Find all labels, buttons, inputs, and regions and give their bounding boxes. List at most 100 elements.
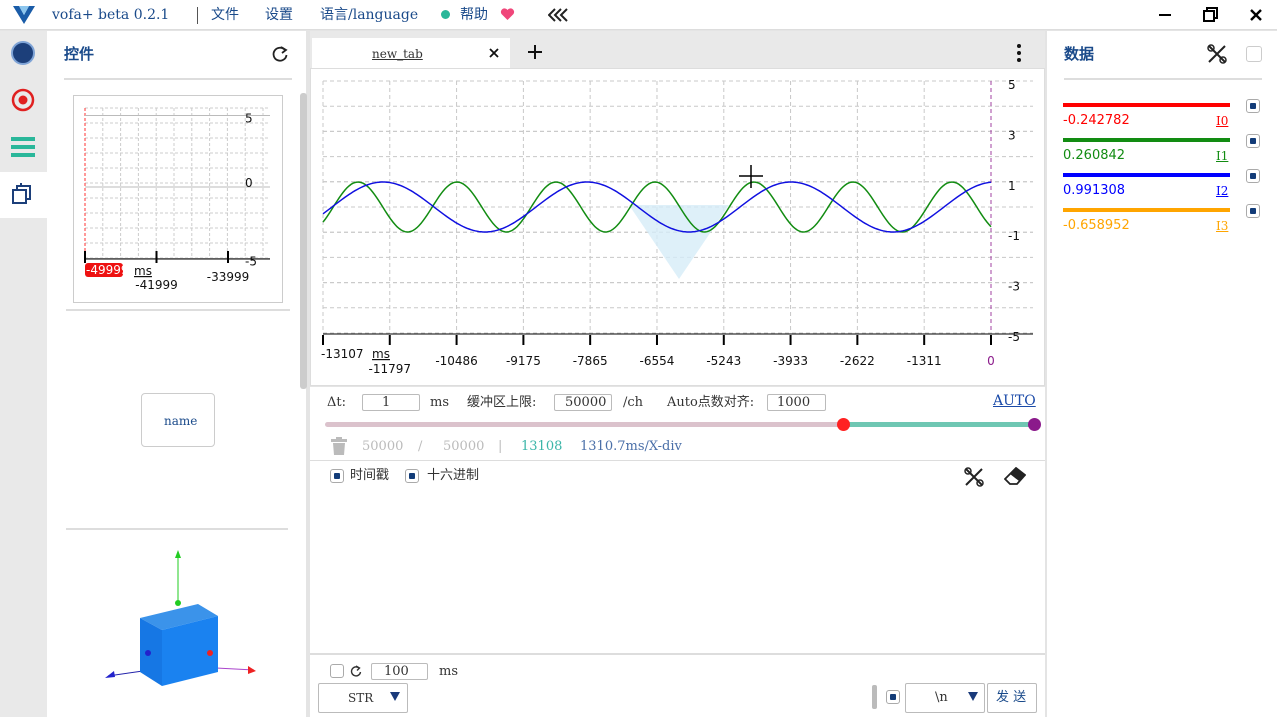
hex-checkbox[interactable] <box>405 469 419 483</box>
name-button[interactable] <box>141 393 215 447</box>
slider-start[interactable] <box>837 418 850 431</box>
channel-line <box>1063 138 1230 142</box>
slider-end[interactable] <box>1028 418 1041 431</box>
send-area: 100 ms STR \n 发 送 <box>310 653 1045 717</box>
x-tick-label: -13107 <box>321 347 364 361</box>
tab-strip: new_tab <box>310 31 1045 68</box>
auto-button[interactable]: AUTO <box>993 393 1036 409</box>
ending-value[interactable]: \n <box>935 690 948 705</box>
x-div: 1310.7ms/X-div <box>580 439 682 454</box>
menu-file[interactable]: 文件 <box>211 7 239 23</box>
menu-help[interactable]: 帮助 <box>460 7 488 23</box>
y-tick-label: 1 <box>1008 179 1016 193</box>
collapse-icon[interactable] <box>548 8 570 22</box>
buffer-value[interactable]: 50000 <box>565 395 607 410</box>
channel-checkbox[interactable] <box>1246 204 1260 218</box>
tab-menu[interactable] <box>1016 44 1022 62</box>
tab[interactable] <box>312 38 510 68</box>
timestamp-label: 时间戳 <box>350 468 390 483</box>
channel-value: 0.991308 <box>1063 183 1126 198</box>
menu-settings[interactable]: 设置 <box>265 7 293 23</box>
splitter <box>872 685 877 709</box>
interval-input[interactable] <box>371 663 428 680</box>
channel-checkbox[interactable] <box>1246 134 1260 148</box>
auto-value[interactable]: 1000 <box>777 395 811 410</box>
loop-checkbox[interactable] <box>330 664 344 678</box>
buffer-input[interactable] <box>554 394 612 411</box>
channel-checkbox[interactable] <box>1246 169 1260 183</box>
select-all[interactable] <box>1246 46 1262 62</box>
controls: Δt: 1 ms 缓冲区上限: 50000 /ch Auto点数对齐: 1000… <box>310 387 1045 653</box>
tools-icon[interactable] <box>1207 44 1227 64</box>
trash-icon[interactable] <box>331 437 347 455</box>
button-label: name <box>164 414 198 428</box>
eraser-icon[interactable] <box>1004 467 1026 485</box>
send-label[interactable]: 发 送 <box>996 690 1027 705</box>
count: 50000 <box>362 439 404 454</box>
refresh-icon[interactable] <box>271 45 289 63</box>
dt-value[interactable]: 1 <box>382 395 391 410</box>
x-tick-label: -6554 <box>640 354 675 368</box>
auto-input[interactable] <box>767 394 826 411</box>
dt-input[interactable] <box>362 394 420 411</box>
panel-title: 控件 <box>64 45 95 63</box>
nav-connect[interactable] <box>11 41 35 65</box>
watermark <box>629 205 729 279</box>
nav-widgets[interactable] <box>12 183 34 205</box>
x-tick-label: -11797 <box>369 362 412 376</box>
channel-name[interactable]: I0 <box>1216 114 1229 128</box>
x-tick-label: -33999 <box>207 270 250 284</box>
interval-unit: ms <box>439 664 458 679</box>
cursor <box>739 165 763 188</box>
mode-value[interactable]: STR <box>348 691 374 705</box>
nav-list[interactable] <box>11 137 35 157</box>
timestamp-checkbox[interactable] <box>330 469 344 483</box>
nav-selected <box>0 172 47 218</box>
slash: / <box>418 439 423 454</box>
channel-value: -0.658952 <box>1063 218 1130 233</box>
nav-record[interactable] <box>11 88 35 112</box>
waveform-plot[interactable]: 5 3 1 -1 -3 -5 -13107 -11797 -10486 -9175 -7865 -65… <box>310 68 1045 386</box>
tab-name[interactable]: new_tab <box>372 47 423 61</box>
channel-name[interactable]: I2 <box>1216 184 1229 198</box>
close[interactable] <box>1249 8 1263 22</box>
y-tick-label: -3 <box>1008 280 1020 294</box>
send-button[interactable] <box>987 683 1037 713</box>
y-tick-label: 0 <box>245 176 253 190</box>
logo <box>13 6 35 24</box>
dropdown-arrow <box>968 692 978 701</box>
mini-plot: 5 0 -5 -49999 -41999 -33999 ms <box>84 107 270 292</box>
channel-line <box>1063 103 1230 107</box>
dropdown-arrow <box>390 692 400 701</box>
x-tick-label: -5243 <box>706 354 741 368</box>
x-tick-label: 0 <box>987 354 995 368</box>
channel-name[interactable]: I3 <box>1216 219 1229 233</box>
y-tick-label: 5 <box>1008 78 1016 92</box>
divider <box>310 460 1045 461</box>
scrollbar <box>300 93 307 389</box>
interval-value[interactable]: 100 <box>384 664 409 679</box>
minimize[interactable] <box>1158 8 1172 22</box>
cursor-label-bg <box>85 263 123 277</box>
channel-value: 0.260842 <box>1063 148 1126 163</box>
x-unit: ms <box>134 264 152 278</box>
channel-value: -0.242782 <box>1063 113 1130 128</box>
x-tick-label: -3933 <box>773 354 808 368</box>
restore[interactable] <box>1203 7 1218 22</box>
mode-select[interactable] <box>318 683 408 713</box>
y-tick-label: -5 <box>245 255 257 269</box>
auto-label: Auto点数对齐: <box>667 395 755 410</box>
tools-icon[interactable] <box>964 467 984 487</box>
tab-add[interactable] <box>528 45 542 59</box>
tab-close[interactable] <box>489 48 499 58</box>
y-tick-label: 3 <box>1008 128 1016 142</box>
channel-name[interactable]: I1 <box>1216 149 1229 163</box>
buffer-unit: /ch <box>623 395 644 410</box>
heart-icon[interactable] <box>500 8 515 21</box>
menu-language[interactable]: 语言/language <box>320 7 419 23</box>
x-tick-label: -10486 <box>435 354 478 368</box>
dt-label: Δt: <box>327 395 346 410</box>
ending-checkbox[interactable] <box>886 690 900 704</box>
channel-checkbox[interactable] <box>1246 99 1260 113</box>
